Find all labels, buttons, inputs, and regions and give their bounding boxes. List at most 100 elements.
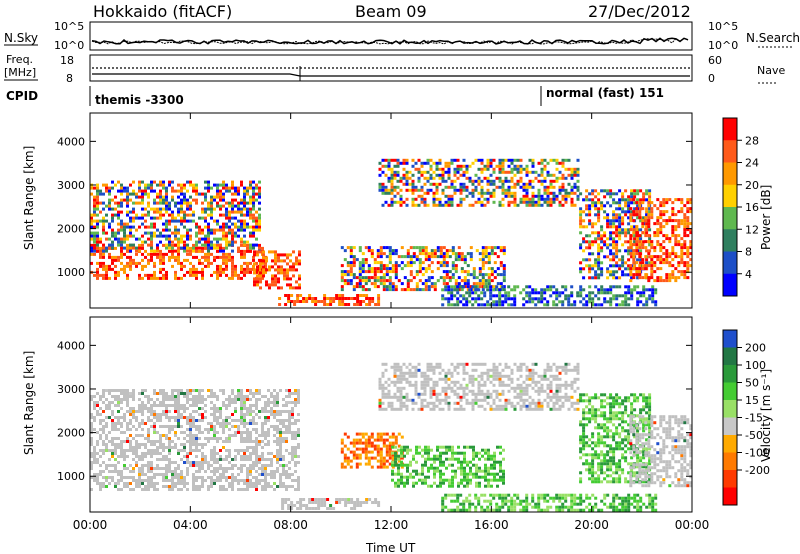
velocity-cell-1 [323, 501, 327, 504]
power-cell-1 [93, 204, 96, 208]
velocity-cell-0 [126, 482, 129, 485]
velocity-cell-3 [415, 451, 418, 455]
power-cell-8 [635, 246, 639, 250]
power-cell-7 [609, 258, 613, 262]
power-cell-0 [171, 243, 174, 247]
velocity-cell-0 [111, 476, 114, 479]
power-cell-4 [457, 258, 461, 262]
power-cell-1 [105, 204, 108, 208]
power-cell-3 [293, 300, 297, 303]
velocity-cell-0 [150, 398, 153, 401]
velocity-cell-0 [102, 425, 105, 428]
power-cell-1 [219, 243, 222, 247]
power-cell-5 [438, 161, 442, 165]
power-cell-0 [177, 258, 180, 262]
power-cell-4 [457, 246, 461, 250]
power-cell-2 [280, 253, 283, 257]
power-cell-0 [141, 264, 144, 268]
velocity-cell-0 [210, 395, 213, 398]
velocity-cell-0 [291, 392, 294, 395]
power-cell-1 [222, 237, 225, 241]
power-cell-0 [195, 276, 198, 280]
power-cell-2 [295, 262, 298, 266]
power-cell-4 [397, 279, 401, 283]
power-cell-1 [219, 204, 222, 208]
power-cell-2 [256, 253, 259, 257]
power-cell-2 [268, 265, 271, 269]
power-cell-6 [612, 294, 616, 298]
power-cell-1 [141, 234, 144, 238]
velocity-cell-0 [279, 455, 282, 458]
velocity-cell-0 [249, 389, 252, 392]
power-cell-8 [653, 234, 657, 238]
velocity-cell-0 [105, 467, 108, 470]
power-cell-2 [286, 277, 289, 281]
velocity-cell-0 [243, 479, 246, 482]
power-cell-1 [195, 183, 198, 187]
power-cell-4 [490, 273, 494, 277]
power-cell-7 [639, 201, 643, 205]
power-cell-0 [216, 270, 219, 274]
power-cell-7 [639, 258, 643, 262]
power-cell-1 [186, 228, 189, 232]
power-cell-4 [433, 252, 437, 256]
velocity-cell-0 [240, 404, 243, 407]
velocity-cell-0 [102, 449, 105, 452]
velocity-cell-0 [204, 455, 207, 458]
velocity-cell-3 [424, 448, 427, 452]
velocity-cell-3 [391, 472, 394, 476]
power-cell-1 [183, 246, 186, 250]
velocity-cell-0 [147, 464, 150, 467]
power-cell-5 [459, 185, 463, 189]
velocity-cell-0 [276, 410, 279, 413]
velocity-cell-0 [189, 398, 192, 401]
power-cell-8 [665, 222, 669, 226]
power-cell-7 [597, 207, 601, 211]
velocity-cell-0 [99, 419, 102, 422]
power-cell-1 [225, 222, 228, 226]
power-cell-4 [502, 252, 506, 256]
velocity-cell-0 [99, 464, 102, 467]
power-cell-4 [409, 261, 413, 265]
power-cell-0 [210, 252, 213, 256]
velocity-cell-0 [162, 392, 165, 395]
power-cell-5 [384, 158, 388, 162]
power-cell-6 [528, 300, 532, 304]
power-cell-8 [674, 279, 678, 283]
velocity-cell-0 [117, 461, 120, 464]
velocity-cell-0 [192, 401, 195, 404]
power-cell-7 [600, 246, 604, 250]
velocity-cell-0 [174, 431, 177, 434]
power-cell-2 [286, 256, 289, 260]
power-cell-0 [132, 258, 135, 262]
power-cell-7 [588, 210, 592, 214]
power-cell-4 [472, 282, 476, 286]
velocity-cell-0 [213, 404, 216, 407]
velocity-cell-0 [156, 398, 159, 401]
power-cell-5 [546, 173, 550, 177]
velocity-cell-0 [249, 467, 252, 470]
velocity-cell-0 [246, 455, 249, 458]
power-cell-4 [379, 255, 383, 259]
velocity-cell-0 [237, 419, 240, 422]
power-cell-5 [390, 173, 394, 177]
power-cell-4 [346, 264, 350, 268]
power-cell-3 [323, 300, 327, 303]
power-cell-4 [394, 249, 398, 253]
power-cell-6 [441, 294, 445, 298]
power-cell-7 [633, 207, 637, 211]
power-cell-8 [668, 279, 672, 283]
power-cell-1 [243, 198, 246, 202]
power-cell-4 [340, 285, 344, 289]
power-cell-8 [659, 231, 663, 235]
velocity-cell-0 [171, 485, 174, 488]
power-cell-5 [513, 173, 517, 177]
power-cell-7 [615, 255, 619, 259]
velocity-cell-0 [219, 485, 222, 488]
velocity-cell-0 [258, 398, 261, 401]
power-cell-0 [249, 267, 252, 271]
velocity-cell-0 [168, 458, 171, 461]
power-cell-5 [414, 197, 418, 201]
power-cell-4 [469, 246, 473, 250]
power-cell-3 [365, 297, 369, 300]
